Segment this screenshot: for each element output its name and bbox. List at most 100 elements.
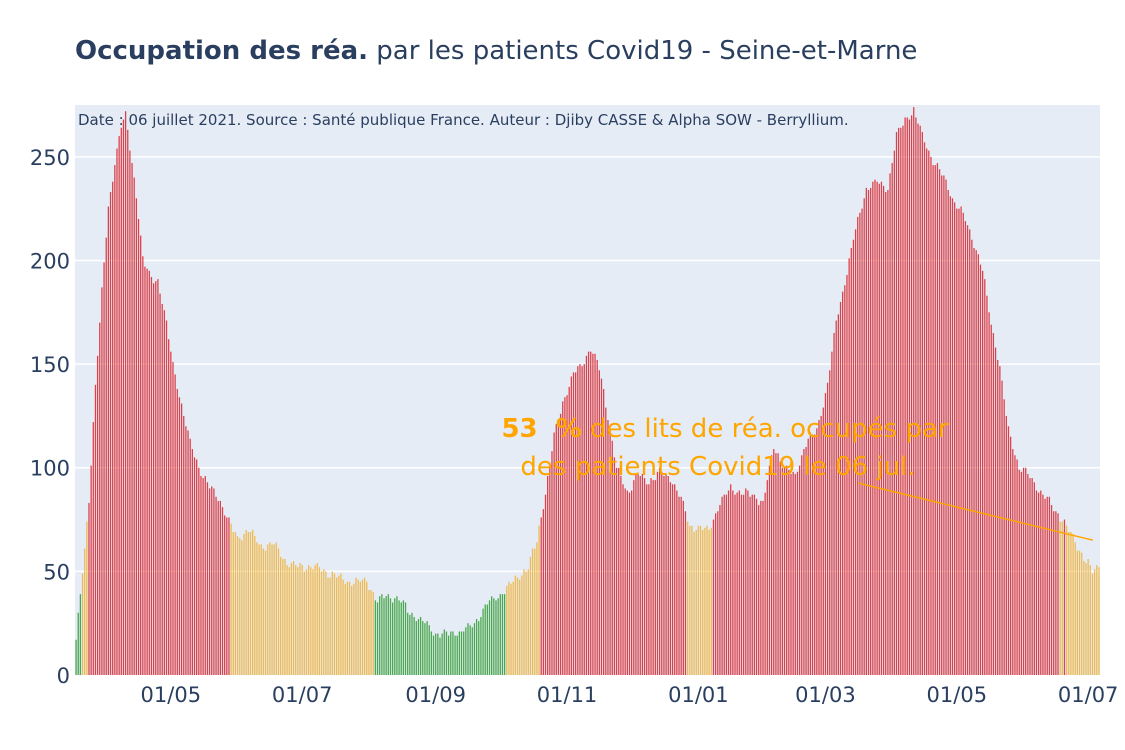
bar <box>351 585 353 675</box>
bar <box>183 415 185 675</box>
x-tick-label: 01/03 <box>795 683 856 707</box>
bar <box>598 370 600 675</box>
bar <box>320 571 323 675</box>
bar <box>501 594 504 675</box>
bar <box>1029 478 1031 675</box>
bar <box>732 490 734 675</box>
bar <box>831 351 833 675</box>
bar <box>107 206 110 675</box>
bar <box>105 237 107 675</box>
bar <box>249 531 252 675</box>
bar <box>368 590 370 675</box>
bar <box>391 602 394 675</box>
bar <box>811 434 814 675</box>
bar <box>396 596 398 675</box>
bar <box>734 494 736 675</box>
bar <box>267 544 269 675</box>
bar <box>876 181 878 675</box>
bar <box>781 467 784 675</box>
bar <box>921 131 923 675</box>
bar <box>142 256 144 675</box>
bar <box>895 131 898 675</box>
bar <box>1037 492 1040 675</box>
bar <box>1040 490 1042 675</box>
bar <box>135 198 138 675</box>
bar <box>325 571 327 675</box>
bar <box>370 590 372 675</box>
bar <box>704 527 706 675</box>
bar <box>523 569 525 675</box>
bar <box>460 631 463 675</box>
bar <box>809 432 812 675</box>
bar <box>913 107 915 675</box>
bar <box>801 455 803 675</box>
bar <box>818 420 820 675</box>
bar <box>174 374 176 675</box>
bar <box>260 544 262 675</box>
bar <box>495 600 497 675</box>
bar <box>994 347 997 675</box>
bar <box>652 480 654 675</box>
bar <box>945 179 947 675</box>
bar <box>566 395 568 675</box>
bar <box>1089 565 1091 675</box>
bar <box>1025 467 1027 675</box>
bar <box>316 563 318 675</box>
bar <box>224 515 226 675</box>
bar <box>969 229 971 676</box>
bar <box>893 150 895 676</box>
bar <box>243 534 245 675</box>
bar <box>678 496 680 675</box>
bar <box>622 484 624 675</box>
bar <box>1014 455 1016 675</box>
bar <box>553 432 555 675</box>
bar <box>150 277 153 675</box>
bar <box>307 565 310 675</box>
bar <box>770 455 773 675</box>
bar <box>217 500 219 675</box>
bar <box>702 529 704 675</box>
bar <box>1031 478 1033 675</box>
bar <box>938 169 941 675</box>
x-tick-label: 01/05 <box>927 683 988 707</box>
bar <box>493 598 495 675</box>
bar <box>926 148 928 675</box>
bar <box>611 440 613 675</box>
bar <box>245 529 247 675</box>
bar <box>1007 426 1010 675</box>
bar <box>544 494 547 675</box>
bar <box>310 567 312 675</box>
bar <box>170 351 172 675</box>
source-note: Date : 06 juillet 2021. Source : Santé p… <box>78 111 849 129</box>
bar <box>155 281 157 675</box>
bar <box>951 198 954 675</box>
bar <box>915 117 917 675</box>
bar <box>1044 498 1046 675</box>
bar <box>152 283 155 675</box>
bar <box>514 575 517 675</box>
bar <box>1070 531 1072 675</box>
bar <box>506 585 508 675</box>
bar <box>269 542 271 675</box>
annotation-value: 53 % <box>501 414 581 444</box>
bar <box>641 473 644 675</box>
bar <box>723 494 725 675</box>
bar <box>751 494 753 675</box>
chart-title: Occupation des réa. par les patients Cov… <box>75 36 917 66</box>
bar <box>949 196 951 675</box>
bar <box>1093 569 1096 675</box>
bar <box>643 478 646 675</box>
bar <box>228 517 230 675</box>
bar <box>159 293 161 675</box>
bar <box>910 115 913 676</box>
bar <box>549 463 551 675</box>
bar <box>303 571 305 675</box>
bar <box>650 478 652 675</box>
bar <box>551 451 553 675</box>
bar <box>241 540 243 675</box>
bar <box>342 579 344 675</box>
bar <box>363 577 366 675</box>
bar <box>947 189 949 676</box>
bar <box>979 264 982 675</box>
bar <box>676 490 678 675</box>
